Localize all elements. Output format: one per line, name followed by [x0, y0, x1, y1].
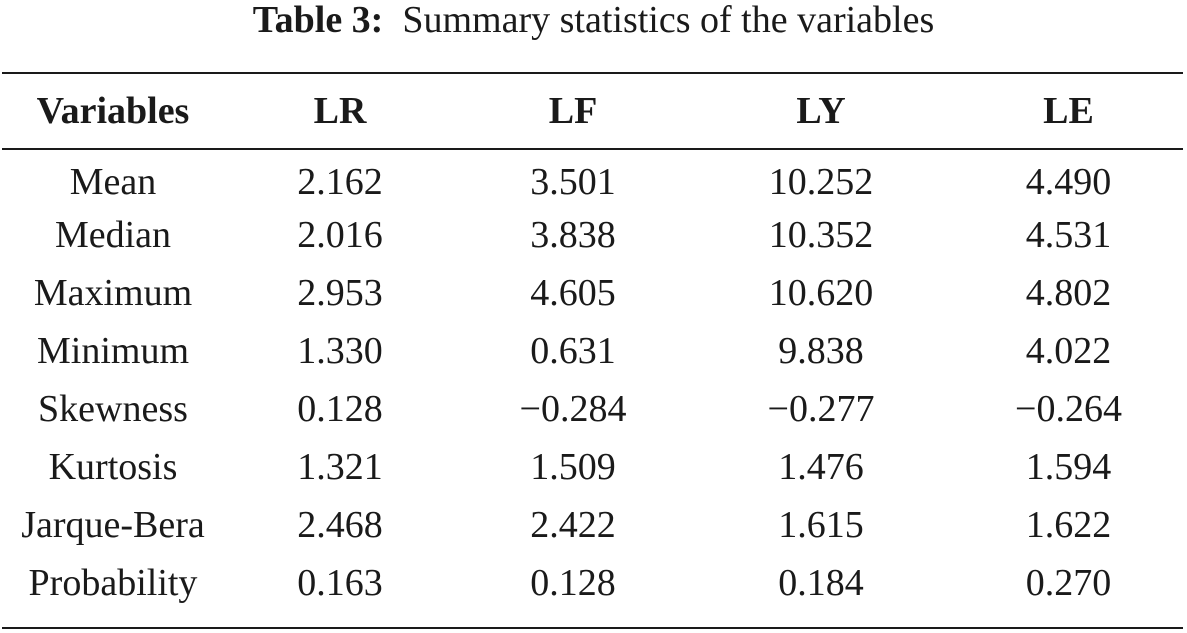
table-cell: 10.352: [768, 214, 874, 256]
column-header-ly: LY: [796, 90, 846, 132]
column-header-variables: Variables: [36, 90, 190, 132]
table-caption-title: Summary statistics of the variables: [402, 0, 935, 41]
table-cell: 2.016: [297, 214, 383, 256]
table-row: Kurtosis 1.321 1.509 1.476 1.594: [0, 438, 1187, 496]
table-cell: −0.264: [1015, 388, 1122, 430]
table-cell: 0.128: [530, 562, 616, 604]
table-cell: 0.128: [297, 388, 383, 430]
table-cell: 0.631: [530, 330, 616, 372]
table-cell: 0.163: [297, 562, 383, 604]
row-label: Minimum: [36, 330, 190, 372]
table-cell: 10.620: [768, 272, 874, 314]
table-header: Variables LR LF LY LE: [0, 74, 1187, 148]
table-cell: 4.022: [1025, 330, 1112, 372]
table-cell: −0.277: [767, 388, 875, 430]
table-top-rule: [2, 72, 1183, 74]
table-cell: 4.490: [1025, 161, 1112, 203]
table-row: Jarque-Bera 2.468 2.422 1.615 1.622: [0, 496, 1187, 554]
row-label: Mean: [69, 161, 157, 203]
table-cell: 0.270: [1025, 562, 1112, 604]
table-cell: 0.184: [778, 562, 864, 604]
table-bottom-rule: [2, 627, 1183, 629]
table-cell: 2.468: [297, 504, 383, 546]
table-caption: Table 3: Summary statistics of the varia…: [0, 0, 1187, 40]
table-cell: 10.252: [768, 161, 874, 203]
table-row: Median 2.016 3.838 10.352 4.531: [0, 206, 1187, 264]
table-cell: 9.838: [778, 330, 864, 372]
table-header-row: Variables LR LF LY LE: [0, 74, 1187, 148]
table-cell: 4.531: [1025, 214, 1112, 256]
table-caption-label: Table 3:: [252, 0, 384, 41]
table-cell: 1.476: [778, 446, 864, 488]
row-label: Kurtosis: [48, 446, 178, 488]
summary-statistics-table: Variables LR LF LY LE Mean 2.162 3.501 1…: [0, 74, 1187, 612]
table-cell: 2.162: [297, 161, 383, 203]
column-header-lr: LR: [313, 90, 367, 132]
table-cell: 1.622: [1025, 504, 1112, 546]
table-cell: 1.615: [778, 504, 864, 546]
table-row: Skewness 0.128 −0.284 −0.277 −0.264: [0, 380, 1187, 438]
table-body: Mean 2.162 3.501 10.252 4.490 Median 2.0…: [0, 148, 1187, 612]
row-label: Jarque-Bera: [21, 504, 205, 546]
table-cell: 2.953: [297, 272, 383, 314]
table-cell: 1.330: [297, 330, 383, 372]
table-header-rule: [2, 148, 1183, 150]
table-row: Minimum 1.330 0.631 9.838 4.022: [0, 322, 1187, 380]
table-row: Probability 0.163 0.128 0.184 0.270: [0, 554, 1187, 612]
table-cell: 4.802: [1025, 272, 1112, 314]
table-cell: 3.838: [530, 214, 616, 256]
row-label: Skewness: [38, 388, 188, 430]
table-cell: 1.594: [1025, 446, 1112, 488]
table-cell: 3.501: [530, 161, 616, 203]
column-header-le: LE: [1043, 90, 1094, 132]
table-row: Mean 2.162 3.501 10.252 4.490: [0, 148, 1187, 206]
row-label: Median: [54, 214, 172, 256]
table-cell: 2.422: [530, 504, 616, 546]
table-cell: 1.321: [297, 446, 383, 488]
table-cell: 1.509: [530, 446, 616, 488]
row-label: Probability: [28, 562, 198, 604]
table-cell: −0.284: [519, 388, 627, 430]
row-label: Maximum: [33, 272, 193, 314]
table-cell: 4.605: [530, 272, 616, 314]
table-row: Maximum 2.953 4.605 10.620 4.802: [0, 264, 1187, 322]
column-header-lf: LF: [548, 90, 598, 132]
